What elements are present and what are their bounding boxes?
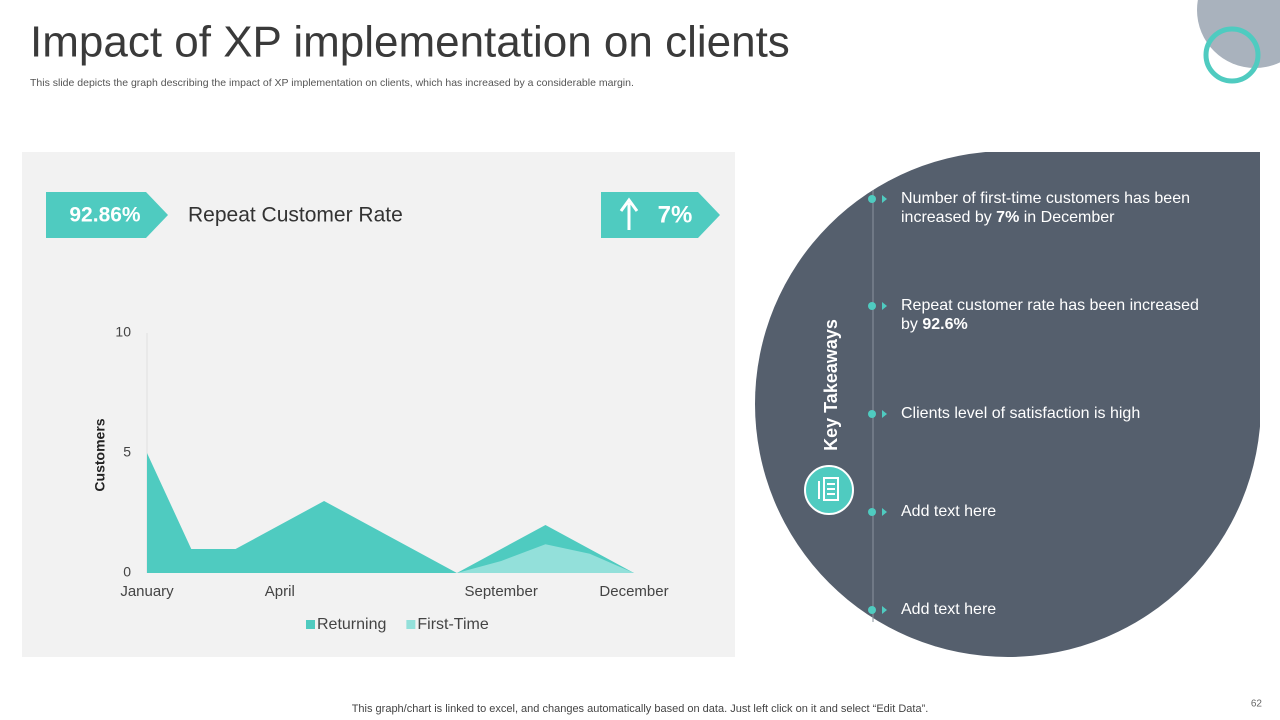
footer: This graph/chart is linked to excel, and… xyxy=(352,703,929,715)
takeaway-part: Number of first-time customers has been xyxy=(901,190,1194,207)
takeaway-part: Add text here xyxy=(901,503,996,520)
takeaway-part: increased by xyxy=(901,209,996,226)
y-tick-label: 5 xyxy=(123,444,131,460)
up-arrow xyxy=(619,197,639,230)
x-tick-label: April xyxy=(265,583,295,600)
x-tick-label: January xyxy=(120,583,174,600)
chart: 0 5 10 Customers January April September Decemb… xyxy=(92,324,669,634)
page-number: 62 xyxy=(1251,699,1263,710)
legend-swatch xyxy=(306,620,315,629)
icon-glyph xyxy=(818,477,839,501)
bullet-dot xyxy=(868,410,876,418)
takeaway-part: 92.6% xyxy=(922,316,967,333)
bullet-arrow xyxy=(882,195,887,203)
takeaway-text: Add text here xyxy=(901,503,996,520)
slide-subtitle: This slide depicts the graph describing … xyxy=(30,77,634,89)
takeaways-title: Key Takeaways xyxy=(821,319,841,451)
bullet-arrow xyxy=(882,302,887,310)
takeaways-corner xyxy=(1008,152,1260,404)
y-axis-title: Customers xyxy=(92,418,108,491)
takeaway-text: Repeat customer rate has been increased … xyxy=(901,297,1203,333)
takeaway-list: Number of first-time customers has been … xyxy=(868,190,1203,618)
y-tick-label: 10 xyxy=(115,324,131,340)
y-tick-label: 0 xyxy=(123,564,131,580)
decor-ring xyxy=(1203,26,1261,84)
growth-value: 7% xyxy=(658,201,693,228)
takeaway-part: Clients level of satisfaction is high xyxy=(901,405,1140,422)
area xyxy=(147,453,634,573)
badge-label: Repeat Customer Rate xyxy=(188,204,403,227)
takeaway-part: Repeat customer rate has been increased xyxy=(901,297,1203,314)
bullet-arrow xyxy=(882,508,887,516)
bullet-arrow xyxy=(882,410,887,418)
legend-swatch xyxy=(406,620,416,629)
takeaway-text: Number of first-time customers has been … xyxy=(901,190,1194,226)
takeaway-text: Clients level of satisfaction is high xyxy=(901,405,1140,422)
legend-label: First-Time xyxy=(417,616,488,633)
legend-label: Returning xyxy=(317,616,386,633)
area xyxy=(147,544,634,573)
takeaway-part: Add text here xyxy=(901,601,996,618)
bullet-dot xyxy=(868,195,876,203)
bullet-dot xyxy=(868,302,876,310)
badge-value: 92.86% xyxy=(69,204,141,227)
decor-circle xyxy=(1197,0,1280,68)
takeaway-part: in December xyxy=(1019,209,1115,226)
x-tick-label: September xyxy=(464,583,537,600)
badge xyxy=(46,192,168,238)
bullet-dot xyxy=(868,508,876,516)
takeaway-part: 7% xyxy=(996,209,1019,226)
takeaway-text: Add text here xyxy=(901,601,996,618)
takeaway-part: by xyxy=(901,316,922,333)
slide-title: Impact of XP implementation on clients xyxy=(30,18,790,67)
x-tick-label: December xyxy=(599,583,668,600)
bullet-dot xyxy=(868,606,876,614)
bullet-arrow xyxy=(882,606,887,614)
